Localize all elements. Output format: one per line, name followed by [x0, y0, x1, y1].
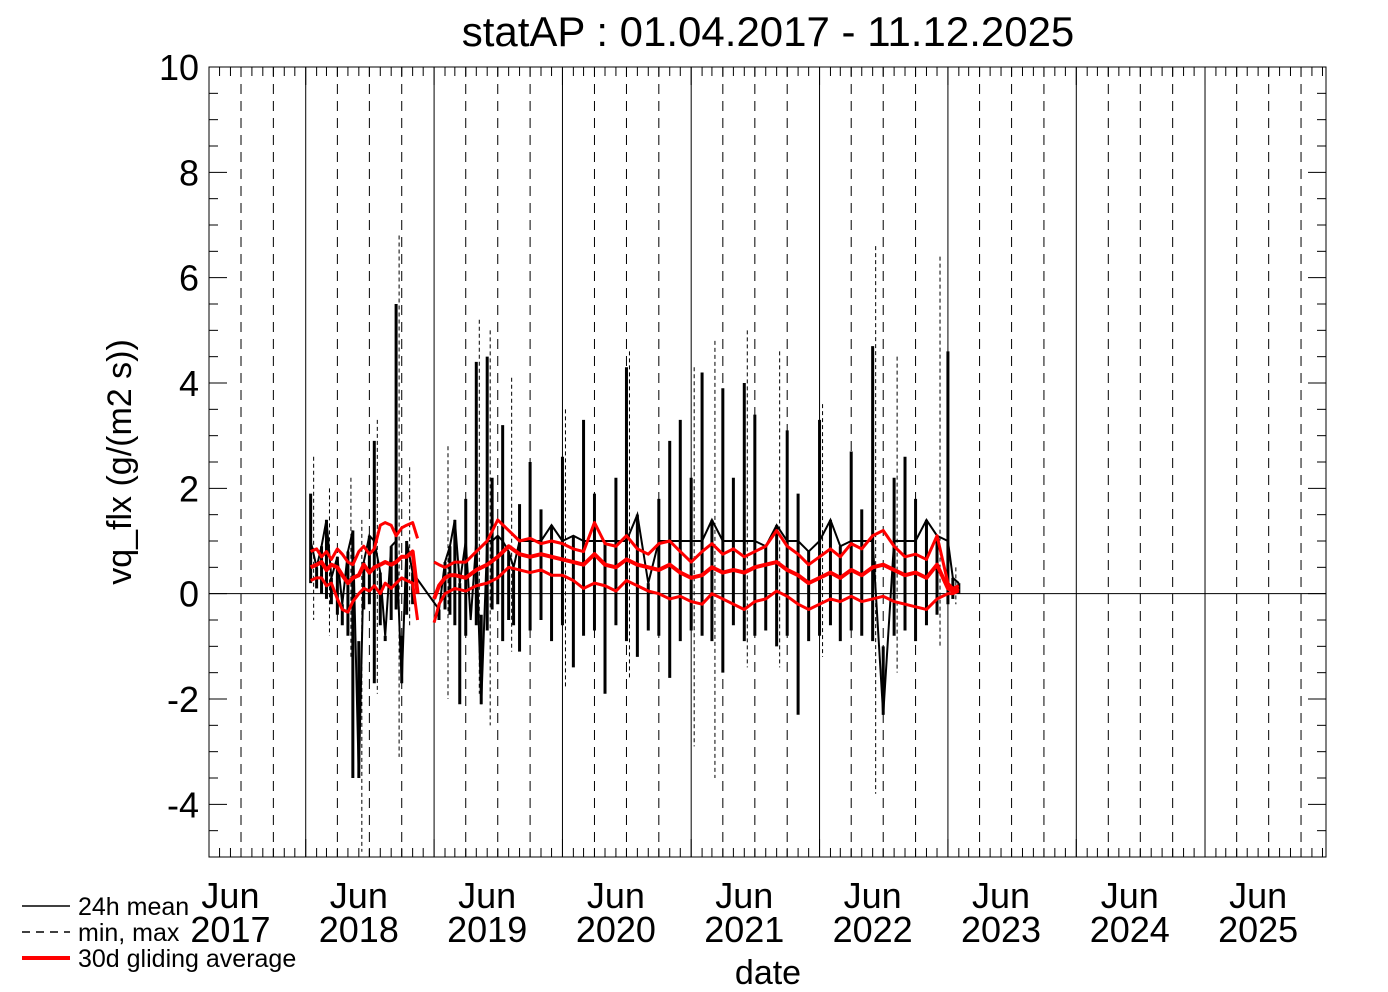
y-tick-label: 2 — [179, 468, 199, 509]
y-tick-label: 10 — [159, 47, 199, 88]
x-tick-month-label: Jun — [330, 875, 388, 916]
y-tick-label: -2 — [167, 679, 199, 720]
x-tick-year-label: 2021 — [704, 909, 784, 950]
x-tick-year-label: 2023 — [961, 909, 1041, 950]
gliding-average-lower-line — [432, 565, 960, 624]
x-tick-year-label: 2022 — [833, 909, 913, 950]
y-axis: -4 -2 0 2 4 6 8 10 — [159, 47, 1326, 858]
legend-label: 30d gliding average — [78, 945, 296, 973]
x-tick-year-label: 2017 — [190, 909, 270, 950]
x-tick-year-label: 2019 — [447, 909, 527, 950]
y-tick-label: 6 — [179, 258, 199, 299]
x-tick-year-label: 2018 — [319, 909, 399, 950]
y-tick-label: 0 — [179, 574, 199, 615]
plot-data — [309, 235, 961, 852]
gliding-average-upper-line — [310, 521, 419, 567]
y-tick-label: -4 — [167, 784, 199, 825]
x-tick-month-label: Jun — [715, 875, 773, 916]
legend-label: min, max — [78, 919, 180, 947]
x-tick-month-label: Jun — [201, 875, 259, 916]
x-tick-month-label: Jun — [972, 875, 1030, 916]
daily-mean-line — [309, 511, 960, 779]
x-tick-month-label: Jun — [587, 875, 645, 916]
x-tick-month-label: Jun — [844, 875, 902, 916]
y-tick-label: 4 — [179, 363, 199, 404]
x-tick-year-label: 2025 — [1218, 909, 1298, 950]
chart-title: statAP : 01.04.2017 - 11.12.2025 — [462, 8, 1075, 55]
gliding-average-line — [309, 549, 420, 594]
x-axis-label: date — [735, 954, 801, 992]
gliding-average-lower-line — [310, 576, 420, 621]
legend-label: 24h mean — [78, 893, 189, 921]
x-axis: Jun2017Jun2018Jun2019Jun2020Jun2021Jun20… — [190, 67, 1323, 950]
x-tick-month-label: Jun — [1229, 875, 1287, 916]
x-tick-month-label: Jun — [458, 875, 516, 916]
gliding-average-line — [432, 544, 960, 600]
y-tick-label: 8 — [179, 152, 199, 193]
x-tick-year-label: 2020 — [576, 909, 656, 950]
gliding-average-upper-line — [433, 518, 960, 590]
x-tick-month-label: Jun — [1101, 875, 1159, 916]
y-axis-label: vq_flx (g/(m2 s)) — [101, 339, 139, 585]
x-tick-year-label: 2024 — [1090, 909, 1170, 950]
